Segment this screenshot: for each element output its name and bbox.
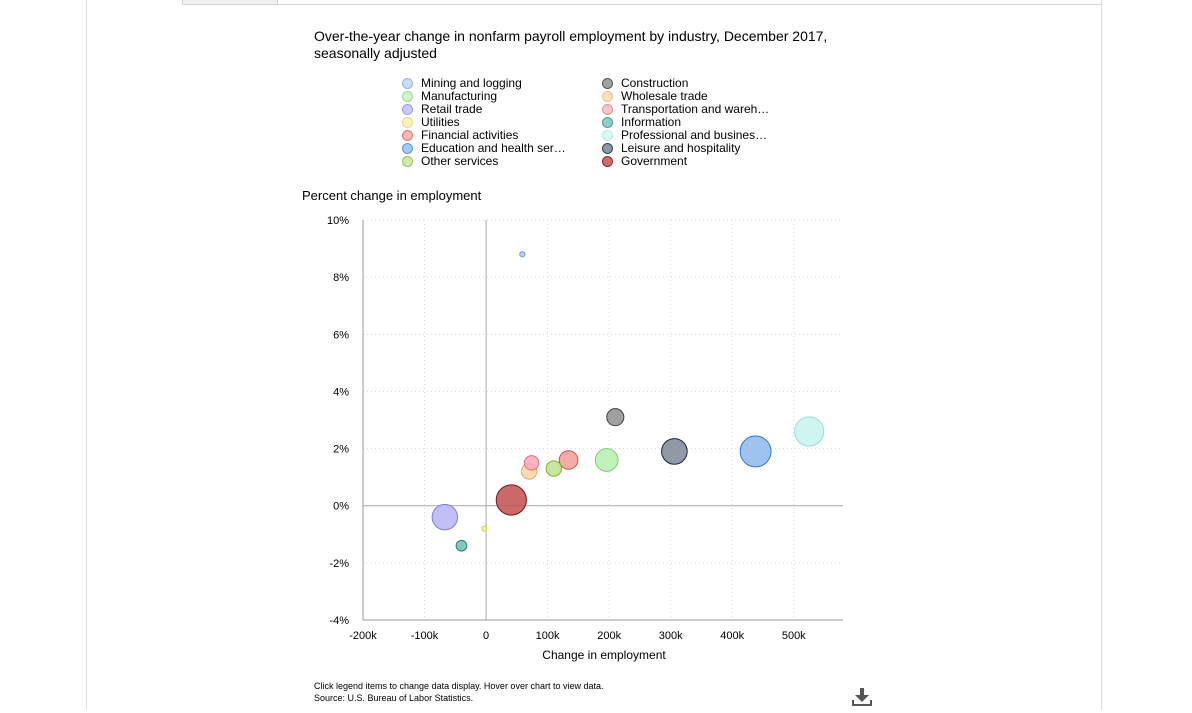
x-tick-label: 100k — [536, 630, 560, 642]
download-button[interactable] — [850, 686, 874, 708]
legend-swatch — [602, 143, 613, 154]
legend-swatch — [602, 78, 613, 89]
legend-item[interactable]: Leisure and hospitality — [602, 142, 740, 155]
content-top-border — [276, 4, 1102, 5]
download-icon — [852, 688, 872, 706]
bubble-point[interactable] — [794, 416, 825, 447]
legend-label: Construction — [621, 76, 689, 90]
y-tick-label: 8% — [333, 272, 349, 284]
legend-item[interactable]: Government — [602, 155, 687, 168]
y-tick-label: 4% — [333, 386, 349, 398]
legend-label: Transportation and wareh… — [621, 102, 770, 116]
legend-label: Wholesale trade — [621, 89, 708, 103]
bubble-point[interactable] — [495, 484, 527, 516]
legend-swatch — [402, 104, 413, 115]
bubble-point[interactable] — [739, 435, 772, 468]
x-tick-label: 500k — [782, 630, 806, 642]
footnote-source: Source: U.S. Bureau of Labor Statistics. — [314, 693, 474, 703]
legend-label: Utilities — [421, 115, 460, 129]
legend-swatch — [602, 104, 613, 115]
bubble-point[interactable] — [519, 251, 526, 258]
bubble-point[interactable] — [606, 408, 625, 427]
y-tick-label: 10% — [327, 215, 349, 227]
legend-label: Other services — [421, 154, 499, 168]
legend-swatch — [402, 143, 413, 154]
x-tick-label: -200k — [349, 630, 377, 642]
bubble-point[interactable] — [523, 455, 540, 471]
legend-item[interactable]: Information — [602, 116, 681, 129]
legend-swatch — [602, 130, 613, 141]
legend-label: Education and health ser… — [421, 141, 566, 155]
legend-item[interactable]: Construction — [602, 77, 688, 90]
legend-swatch — [602, 156, 613, 167]
bubble-point[interactable] — [455, 539, 468, 552]
y-tick-label: -4% — [329, 615, 349, 627]
legend-swatch — [602, 91, 613, 102]
legend-label: Mining and logging — [421, 76, 522, 90]
legend-swatch — [602, 117, 613, 128]
legend-swatch — [402, 117, 413, 128]
y-tick-label: 2% — [333, 444, 349, 456]
tab-stub[interactable] — [182, 0, 278, 5]
legend-item[interactable]: Manufacturing — [402, 90, 497, 103]
x-tick-label: 200k — [597, 630, 621, 642]
x-tick-label: 300k — [659, 630, 683, 642]
legend-swatch — [402, 130, 413, 141]
legend-swatch — [402, 156, 413, 167]
legend-item[interactable]: Financial activities — [402, 129, 518, 142]
y-axis-label: Percent change in employment — [302, 188, 482, 203]
chart-title: Over-the-year change in nonfarm payroll … — [314, 28, 828, 61]
chart-footnote: Click legend items to change data displa… — [314, 680, 603, 704]
legend-item[interactable]: Retail trade — [402, 103, 482, 116]
y-tick-label: -2% — [329, 558, 349, 570]
x-axis-label: Change in employment — [542, 648, 666, 662]
legend-label: Financial activities — [421, 128, 519, 142]
legend-item[interactable]: Wholesale trade — [602, 90, 708, 103]
x-tick-label: 400k — [720, 630, 744, 642]
bubble-point[interactable] — [558, 450, 579, 470]
bubble-point[interactable] — [545, 460, 562, 477]
bubble-point[interactable] — [661, 438, 688, 465]
legend-item[interactable]: Mining and logging — [402, 77, 522, 90]
footnote-instructions: Click legend items to change data displa… — [314, 681, 604, 691]
legend-label: Manufacturing — [421, 89, 498, 103]
legend-item[interactable]: Professional and busines… — [602, 129, 767, 142]
x-tick-label: 0 — [483, 630, 489, 642]
legend-item[interactable]: Utilities — [402, 116, 460, 129]
legend-label: Information — [621, 115, 682, 129]
legend-item[interactable]: Education and health ser… — [402, 142, 566, 155]
legend-item[interactable]: Transportation and wareh… — [602, 103, 769, 116]
y-tick-label: 0% — [333, 501, 349, 513]
bubble-point[interactable] — [431, 503, 459, 531]
legend-label: Leisure and hospitality — [621, 141, 741, 155]
bubble-point[interactable] — [481, 525, 488, 532]
x-tick-label: -100k — [411, 630, 439, 642]
page-frame — [86, 0, 1102, 710]
legend-label: Professional and busines… — [621, 128, 768, 142]
legend-item[interactable]: Other services — [402, 155, 498, 168]
legend-swatch — [402, 78, 413, 89]
legend-swatch — [402, 91, 413, 102]
y-tick-label: 6% — [333, 329, 349, 341]
legend-label: Government — [621, 154, 688, 168]
legend-label: Retail trade — [421, 102, 483, 116]
bubble-point[interactable] — [594, 448, 619, 472]
